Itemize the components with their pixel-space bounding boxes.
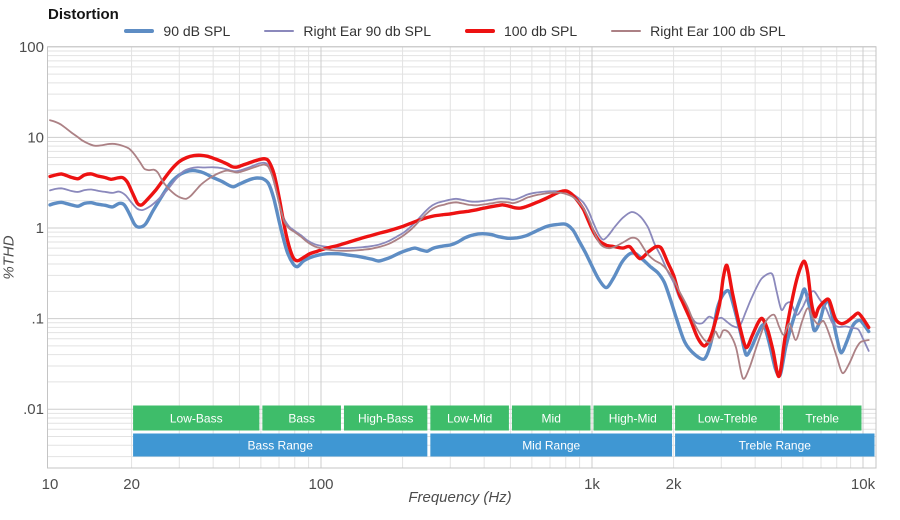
band-mid: Mid: [511, 405, 591, 431]
legend-item-100-db-spl[interactable]: 100 db SPL: [464, 23, 578, 39]
legend-item-90-db-spl[interactable]: 90 dB SPL: [124, 23, 230, 39]
curve-right-ear-100-db-spl: [49, 119, 870, 380]
y-tick-label: 10: [27, 129, 44, 146]
band-label: Low-Treble: [698, 412, 758, 426]
band-label: Low-Bass: [170, 412, 223, 426]
band-low-treble: Low-Treble: [675, 405, 780, 431]
band-label: High-Bass: [358, 412, 413, 426]
legend-line-swatch-icon: [611, 30, 642, 32]
legend-item-right-ear-100-db-spl[interactable]: Right Ear 100 db SPL: [611, 23, 786, 39]
band-treble-range: Treble Range: [675, 433, 875, 457]
x-axis-title: Frequency (Hz): [408, 489, 512, 506]
band-low-mid: Low-Mid: [430, 405, 509, 431]
y-tick-label: 100: [19, 39, 44, 56]
x-tick-label: 100: [308, 476, 333, 493]
band-high-mid: High-Mid: [593, 405, 673, 431]
legend-line-swatch-icon: [124, 29, 155, 33]
band-label: Low-Mid: [447, 412, 492, 426]
x-tick-label: 10k: [851, 476, 876, 493]
band-label: Mid: [542, 412, 561, 426]
legend-line-swatch-icon: [264, 30, 295, 32]
legend-item-right-ear-90-db-spl[interactable]: Right Ear 90 db SPL: [264, 23, 431, 39]
curve-right-ear-90-db-spl: [49, 161, 870, 352]
tick-labels: 100 10 1 .1 .01 10 20 100 1k 2k 10k: [19, 39, 876, 493]
y-tick-label: .1: [31, 311, 44, 328]
curve-100-db-spl: [48, 153, 871, 379]
page-title: Distortion: [48, 6, 119, 23]
band-label: High-Mid: [609, 412, 657, 426]
legend: 90 dB SPL Right Ear 90 db SPL 100 db SPL Ri…: [60, 23, 850, 39]
band-treble: Treble: [782, 405, 862, 431]
y-tick-label: 1: [36, 220, 44, 237]
y-tick-label: .01: [23, 401, 44, 418]
plot-border: [47, 46, 877, 469]
band-label: Treble Range: [739, 439, 812, 453]
legend-label: 90 dB SPL: [163, 23, 231, 39]
band-label: Bass Range: [248, 439, 314, 453]
band-low-bass: Low-Bass: [133, 405, 260, 431]
band-label: Bass: [288, 412, 315, 426]
band-bass: Bass: [262, 405, 341, 431]
x-tick-label: 2k: [666, 476, 682, 493]
band-label: Mid Range: [522, 439, 580, 453]
legend-label: 100 db SPL: [503, 23, 578, 39]
band-high-bass: High-Bass: [343, 405, 428, 431]
band-mid-range: Mid Range: [430, 433, 673, 457]
x-tick-label: 20: [123, 476, 140, 493]
legend-label: Right Ear 100 db SPL: [650, 23, 786, 39]
legend-line-swatch-icon: [464, 29, 495, 33]
band-label: Treble: [805, 412, 839, 426]
y-axis-title: %THD: [0, 235, 18, 280]
x-tick-label: 10: [42, 476, 59, 493]
x-tick-label: 1k: [584, 476, 600, 493]
legend-label: Right Ear 90 db SPL: [303, 23, 431, 39]
grid-minor: [47, 46, 876, 468]
band-bass-range: Bass Range: [133, 433, 428, 457]
